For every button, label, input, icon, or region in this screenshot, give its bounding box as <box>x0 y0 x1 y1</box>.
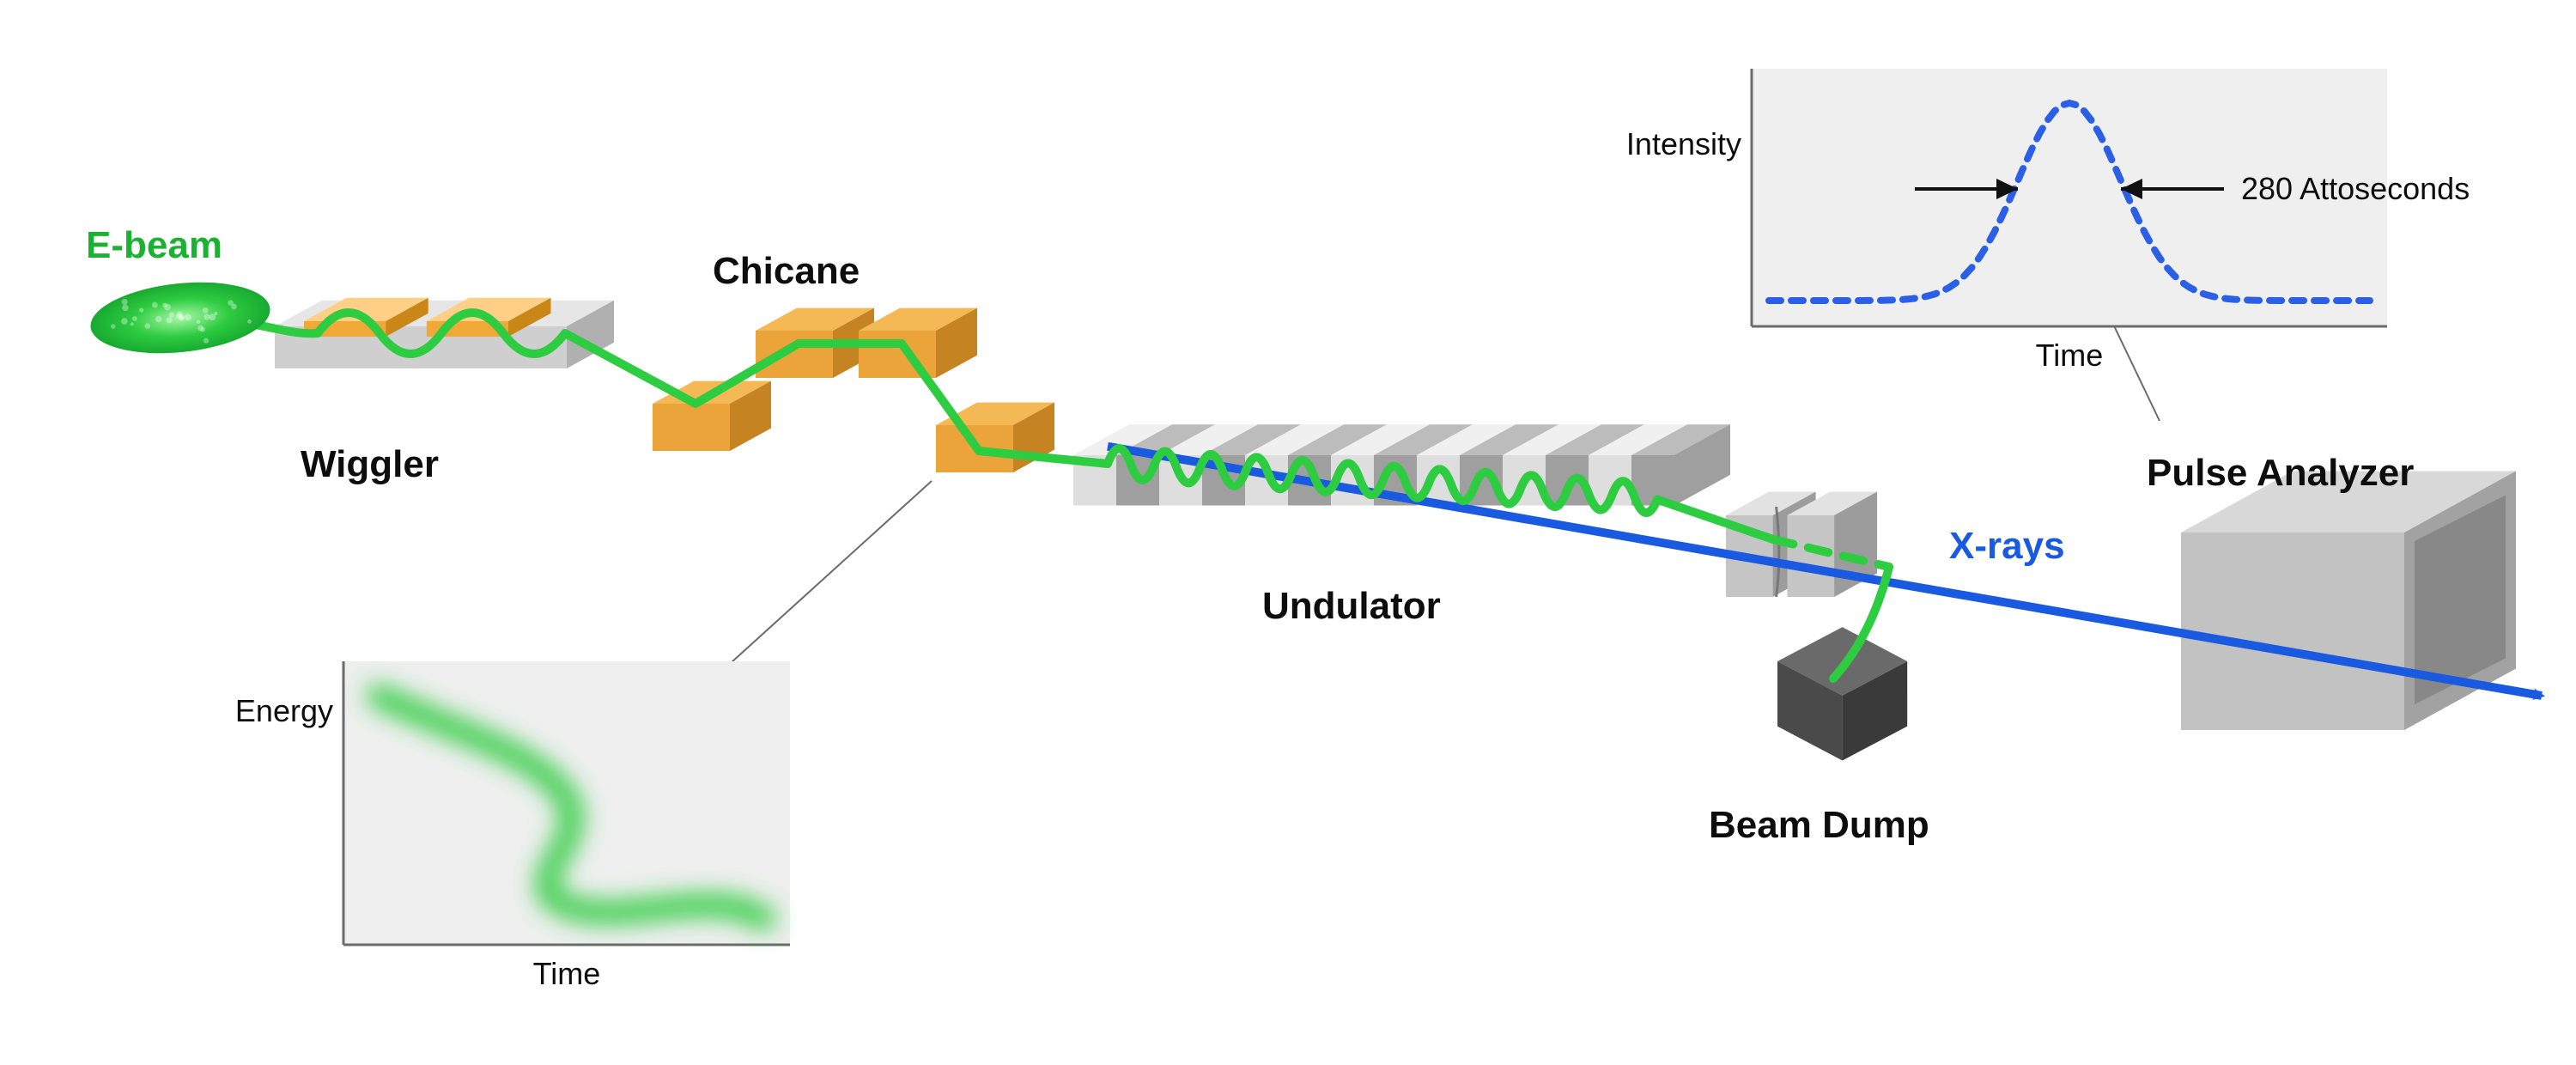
label-beam-dump: Beam Dump <box>1709 804 1929 846</box>
inset-pulse-value: 280 Attoseconds <box>2241 171 2470 206</box>
pulse-analyzer <box>2181 472 2516 731</box>
label-chicane: Chicane <box>713 250 860 292</box>
ebeam-blob <box>87 274 273 362</box>
inset-pulse-xlabel: Time <box>2036 338 2104 373</box>
leader-energy <box>704 481 932 687</box>
inset-energy-ylabel: Energy <box>235 693 333 728</box>
inset-energy-time: Energy Time <box>235 661 790 991</box>
mirror <box>1726 492 1877 598</box>
label-xrays: X-rays <box>1949 525 2065 567</box>
inset-pulse: Intensity Time 280 Attoseconds <box>1626 69 2470 373</box>
inset-pulse-ylabel: Intensity <box>1626 126 1741 161</box>
label-ebeam: E-beam <box>86 224 222 266</box>
label-wiggler: Wiggler <box>301 443 439 485</box>
beam-dump <box>1777 627 1907 760</box>
label-undulator: Undulator <box>1262 585 1441 627</box>
label-pulse-analyzer: Pulse Analyzer <box>2147 452 2414 494</box>
inset-energy-xlabel: Time <box>533 956 601 991</box>
